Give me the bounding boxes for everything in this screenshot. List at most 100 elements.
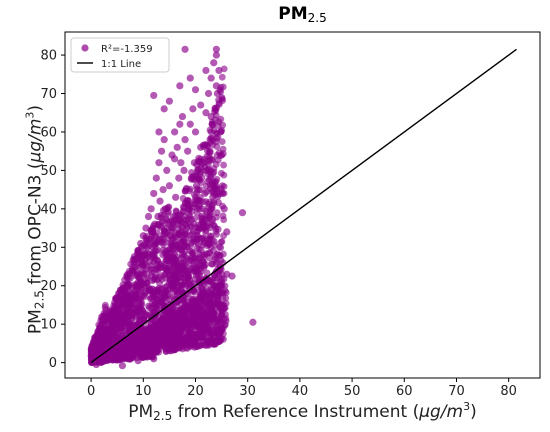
data-point	[126, 274, 134, 282]
data-point	[130, 309, 138, 317]
data-point	[152, 174, 160, 182]
data-point	[212, 160, 220, 168]
x-tick-label: 40	[292, 384, 309, 399]
data-point	[172, 276, 180, 284]
data-point	[220, 171, 228, 179]
data-point	[178, 326, 186, 333]
data-point	[202, 261, 210, 268]
y-tick-label: 0	[49, 356, 57, 371]
data-point	[197, 143, 205, 151]
data-point	[211, 185, 219, 193]
y-tick-label: 10	[40, 318, 57, 333]
data-point	[195, 261, 202, 269]
plot-frame	[64, 31, 541, 379]
data-point	[223, 228, 231, 236]
data-point	[128, 314, 136, 322]
data-point	[150, 324, 158, 332]
data-point	[194, 166, 202, 174]
y-tick-label: 20	[40, 279, 57, 294]
data-point	[202, 332, 210, 340]
data-point	[165, 337, 173, 346]
data-point	[140, 251, 148, 259]
data-point	[155, 159, 163, 167]
data-point	[193, 303, 201, 311]
data-point	[213, 231, 221, 238]
data-point	[135, 274, 143, 282]
data-point	[201, 252, 208, 260]
data-point	[208, 120, 216, 128]
data-point	[165, 182, 173, 190]
data-point	[220, 205, 228, 213]
data-point	[97, 357, 106, 365]
data-point	[118, 362, 127, 370]
data-point	[212, 82, 220, 90]
data-point	[219, 121, 227, 129]
data-point	[218, 73, 226, 81]
data-point	[200, 316, 207, 324]
data-point	[183, 216, 191, 224]
data-point	[91, 334, 99, 341]
data-point	[210, 238, 218, 245]
x-tick-label: 20	[187, 384, 204, 399]
data-point	[197, 293, 205, 301]
data-point	[134, 343, 142, 351]
data-point	[130, 301, 138, 309]
y-tick-label: 30	[40, 241, 57, 256]
data-point	[171, 128, 179, 136]
data-point	[178, 112, 187, 121]
data-point	[180, 166, 188, 174]
data-point	[189, 105, 197, 113]
chart-title: PM2.5	[278, 4, 327, 25]
data-point	[174, 225, 182, 233]
data-point	[217, 115, 225, 123]
data-point	[217, 151, 226, 159]
data-point	[220, 161, 228, 169]
data-point	[134, 357, 142, 365]
data-point	[160, 136, 168, 144]
data-point	[121, 276, 128, 284]
y-tick-label: 50	[40, 164, 57, 179]
data-point	[105, 334, 113, 342]
data-point	[216, 128, 225, 136]
data-point	[155, 128, 163, 136]
data-point	[170, 296, 178, 303]
data-point	[220, 183, 228, 190]
data-point	[150, 91, 158, 100]
data-point	[166, 232, 175, 240]
x-tick-label: 50	[344, 384, 361, 399]
data-point	[203, 269, 211, 277]
data-point	[167, 264, 174, 272]
data-point	[199, 205, 206, 213]
data-point	[150, 355, 158, 363]
data-point	[207, 112, 215, 121]
data-point	[173, 143, 181, 151]
data-point	[197, 246, 205, 254]
data-point	[176, 120, 184, 128]
data-point	[165, 257, 173, 265]
data-point	[194, 255, 202, 263]
data-point	[194, 227, 201, 235]
data-point	[201, 189, 209, 198]
data-point	[201, 323, 209, 331]
data-point	[142, 224, 150, 232]
data-point	[203, 166, 211, 174]
data-point	[213, 134, 221, 142]
data-point	[211, 105, 219, 113]
data-point	[207, 206, 214, 214]
data-point	[110, 320, 119, 328]
data-point	[183, 224, 191, 232]
data-point	[150, 189, 158, 198]
data-point	[191, 86, 200, 94]
data-point	[169, 270, 176, 278]
data-point	[160, 105, 168, 113]
data-point	[202, 228, 209, 236]
data-point	[160, 318, 168, 326]
data-point	[184, 147, 192, 155]
data-point	[215, 66, 223, 75]
data-point	[213, 143, 221, 150]
data-point	[131, 255, 140, 263]
data-point	[149, 228, 157, 236]
data-point	[218, 138, 226, 146]
data-point	[191, 288, 199, 296]
